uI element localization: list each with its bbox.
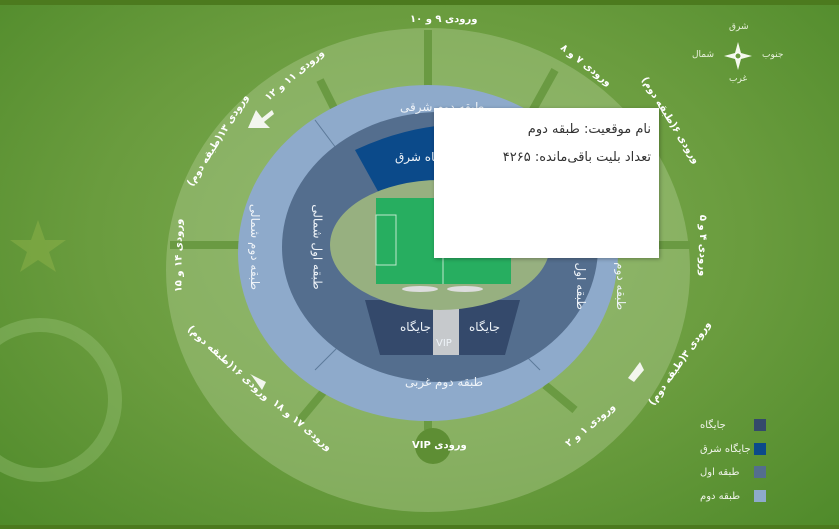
compass-west: غرب: [729, 74, 748, 84]
arrow-icon: [248, 110, 274, 128]
legend-label: جایگاه شرق: [700, 443, 751, 455]
vip-label: VIP: [436, 338, 452, 349]
lower-north-label: طبقه اول شمالی: [310, 204, 325, 290]
arrow-icon: [250, 374, 266, 390]
box-right-label: جایگاه: [469, 320, 500, 334]
bottom-border: [0, 525, 839, 529]
gate-14-15[interactable]: ورودی ۱۴ و ۱۵: [173, 218, 185, 293]
compass-south: جنوب: [762, 50, 784, 60]
compass-north: شمال: [692, 50, 715, 60]
gate-4-5[interactable]: ورودی ۴ و ۵: [697, 214, 709, 277]
legend-item: جایگاه: [700, 419, 766, 431]
box-left-label: جایگاه: [400, 320, 431, 334]
arrow-icon: [628, 362, 644, 382]
bench: [402, 286, 438, 292]
arrow-icons: [248, 110, 644, 390]
legend-label: طبقه دوم: [700, 490, 741, 502]
tooltip: نام موقعیت: طبقه دوم تعداد بلیت باقی‌مان…: [434, 108, 659, 258]
top-border: [0, 0, 839, 5]
compass-icon: [724, 42, 752, 70]
legend-item: طبقه اول: [700, 466, 766, 478]
vip-gate-badge: [415, 428, 451, 464]
penalty-box: [375, 214, 397, 266]
bench: [447, 286, 483, 292]
legend-item: جایگاه شرق: [700, 443, 766, 455]
tooltip-remaining: تعداد بلیت باقی‌مانده: ۴۲۶۵: [502, 150, 651, 165]
upper-west-label: طبقه دوم غربی: [405, 375, 484, 389]
upper-north-label: طبقه دوم شمالی: [248, 203, 263, 291]
tooltip-name: نام موقعیت: طبقه دوم: [527, 122, 651, 137]
gate-vip[interactable]: ورودی VIP: [412, 440, 467, 451]
legend-swatch: [754, 443, 766, 455]
legend-swatch: [754, 490, 766, 502]
legend-label: طبقه اول: [700, 466, 740, 478]
legend-item: طبقه دوم: [700, 490, 766, 502]
star-watermark: [10, 220, 66, 272]
compass-east: شرق: [729, 22, 749, 32]
legend-swatch: [754, 419, 766, 431]
legend-label: جایگاه: [700, 419, 726, 431]
legend-swatch: [754, 466, 766, 478]
gate-9-10[interactable]: ورودی ۹ و ۱۰: [410, 14, 478, 25]
club-logo-watermark: [0, 318, 122, 482]
